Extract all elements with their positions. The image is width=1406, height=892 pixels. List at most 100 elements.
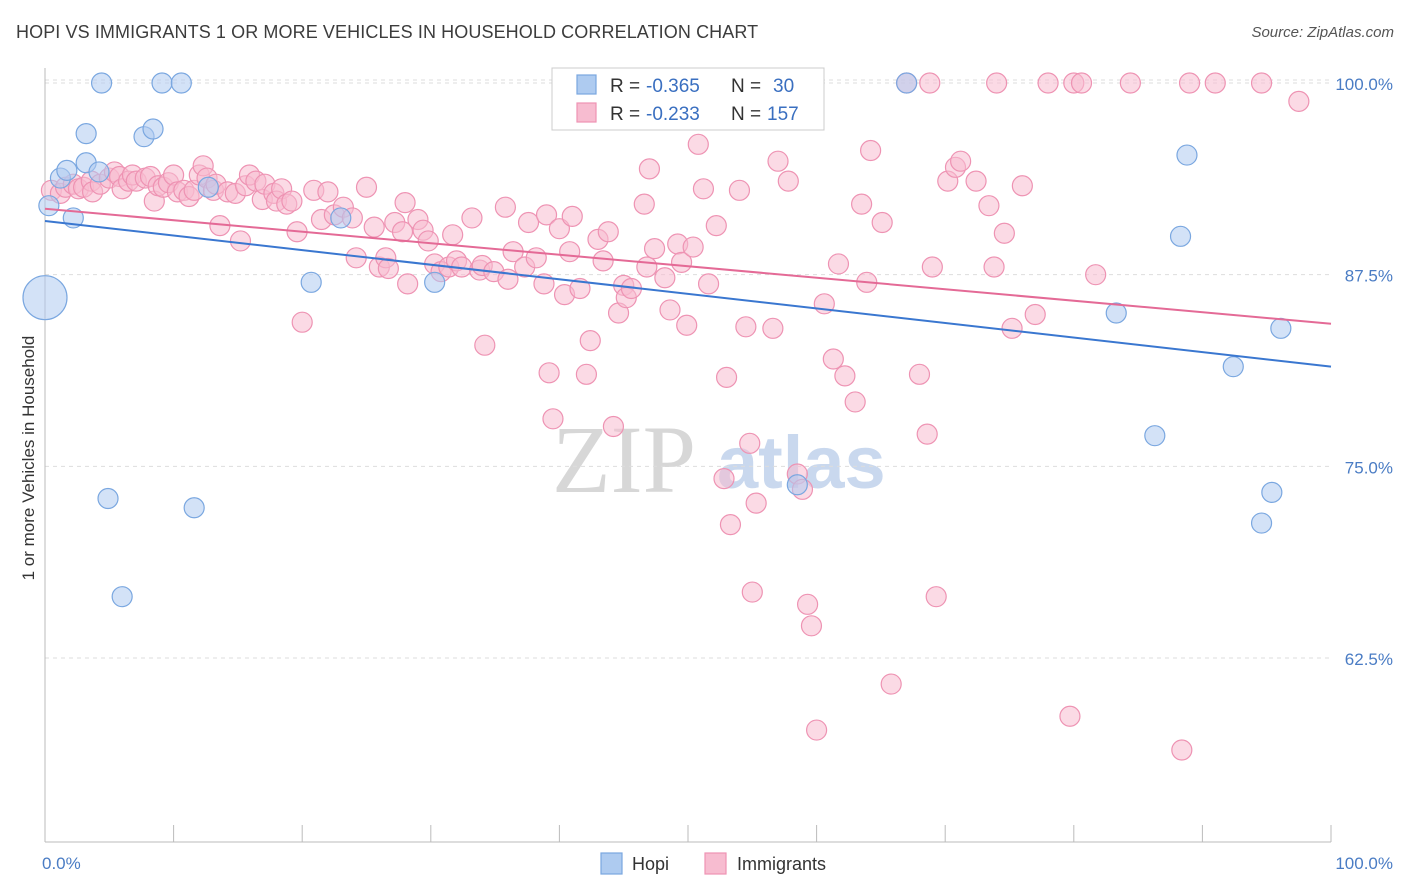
immigrants-point [1288,90,1310,113]
legend-swatch-immigrants [576,102,597,123]
immigrants-point [822,348,844,370]
hopi-point [896,72,918,94]
legend-hopi-n-value: 30 [773,76,794,97]
hopi-point [151,72,173,94]
y-tick-label: 75.0% [1345,458,1393,477]
immigrants-point [719,513,742,536]
immigrants-point [229,230,252,252]
immigrants-point [1001,317,1023,339]
hopi-point [97,487,119,510]
immigrants-point [442,224,464,246]
immigrants-point [317,181,339,203]
immigrants-point [925,586,947,608]
immigrants-point [559,241,581,263]
immigrants-point [638,158,661,180]
grid-lines [45,79,1331,659]
immigrants-point [1178,72,1201,94]
hopi-point [75,123,97,145]
hopi-point [1261,481,1283,503]
immigrants-point [739,432,761,454]
legend-hopi-r-value: -0.365 [646,76,700,97]
chart-title: HOPI VS IMMIGRANTS 1 OR MORE VEHICLES IN… [16,22,759,42]
immigrants-point [827,253,850,275]
y-tick-label: 100.0% [1335,75,1393,94]
immigrants-point [575,363,598,385]
immigrants-point [745,492,767,514]
immigrants-point [670,251,693,273]
immigrants-point [735,316,757,338]
immigrants-point [993,222,1015,244]
immigrants-point [517,211,540,234]
immigrants-point [1085,264,1107,286]
series-legend: Hopi Immigrants [600,852,826,875]
immigrants-point [542,408,564,430]
hopi-point [170,72,192,94]
immigrants-point [697,273,720,295]
immigrants-trend-line [44,207,1332,325]
legend-imm-n-value: 157 [767,104,799,125]
hopi-point [90,72,113,94]
immigrants-point [676,314,698,336]
immigrants-point [834,365,856,387]
immigrants-point [715,366,738,388]
immigrants-point [1250,72,1273,94]
y-tick-label: 62.5% [1345,650,1393,669]
immigrants-point [461,207,483,229]
immigrants-point [377,257,399,280]
hopi-point [88,161,110,183]
immigrants-point [561,205,583,227]
legend-frame [551,67,825,131]
bottom-legend-swatch-immigrants [704,852,727,875]
hopi-point [56,159,78,181]
immigrants-point [713,468,735,490]
immigrants-point [291,311,313,333]
hopi-point [330,207,352,229]
immigrants-point [741,581,763,603]
legend-imm-r-value: -0.233 [646,104,700,125]
immigrants-point [978,195,1000,217]
immigrants-point [636,256,658,278]
y-axis-label: 1 or more Vehicles in Household [19,336,38,581]
legend-imm-r-label: R = [610,104,640,125]
immigrants-point [950,150,972,172]
immigrants-point [1070,72,1093,94]
hopi-point [1250,512,1273,534]
immigrants-point [860,139,882,162]
immigrants-point [474,334,496,356]
immigrants-point [1204,72,1226,94]
immigrants-point [397,273,419,295]
hopi-point [424,271,446,293]
immigrants-point [525,247,547,269]
immigrants-point [363,216,385,238]
immigrants-point [592,250,614,272]
immigrants-points [40,72,1310,761]
immigrants-point [871,211,893,234]
immigrants-point [692,178,715,200]
hopi-point [183,497,205,519]
hopi-point [1222,356,1244,378]
immigrants-point [391,221,414,243]
immigrants-point [643,238,666,260]
immigrants-point [687,133,709,155]
immigrants-point [597,221,619,243]
legend-hopi-n-label: N = [731,76,761,97]
x-tick-label-max: 100.0% [1335,854,1393,873]
immigrants-point [800,615,823,637]
hopi-point [197,176,219,198]
hopi-point [1169,225,1192,247]
bottom-legend-swatch-hopi [600,852,623,875]
immigrants-point [880,673,902,695]
immigrants-point [705,215,727,237]
immigrants-point [1059,705,1081,727]
immigrants-point [919,72,941,94]
immigrants-point [355,176,378,198]
immigrants-point [1171,739,1193,761]
immigrants-point [633,193,655,215]
immigrants-point [908,363,931,385]
immigrants-point [851,193,873,215]
bottom-legend-hopi: Hopi [632,854,669,874]
immigrants-point [548,218,571,240]
hopi-point [1270,317,1292,339]
bottom-legend-immigrants: Immigrants [737,854,826,874]
